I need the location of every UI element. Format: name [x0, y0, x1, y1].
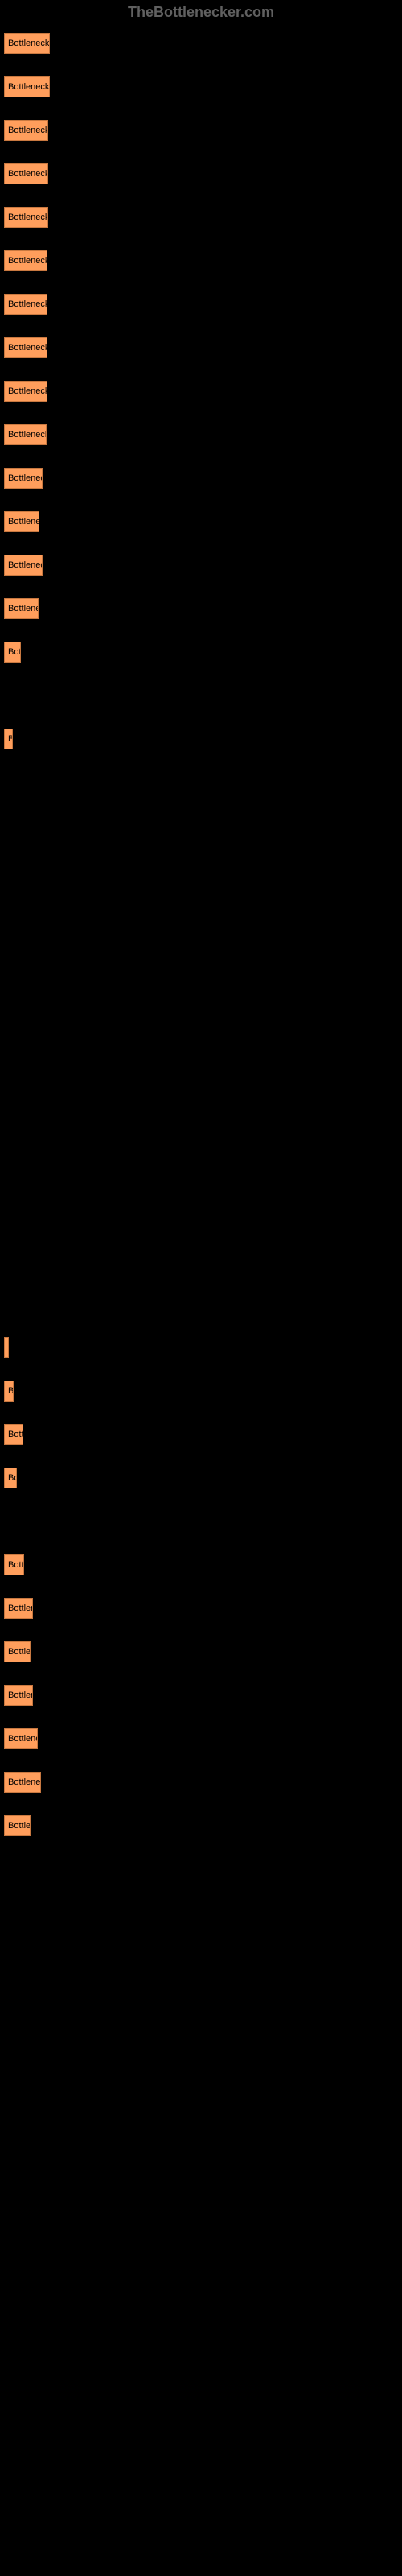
bar-row: Bottleneck — [4, 207, 402, 228]
bar-row: Bottleneck — [4, 250, 402, 271]
bar-row — [4, 815, 402, 836]
bar-row — [4, 685, 402, 706]
bar-row: Bottleneck — [4, 294, 402, 315]
bar: Bottle — [4, 1641, 31, 1662]
bar-row: B — [4, 729, 402, 749]
bar-label: Bo — [8, 1473, 17, 1483]
bar-row: Bottleneck — [4, 424, 402, 445]
bar-row — [4, 1120, 402, 1141]
bar: Bottlene — [4, 598, 39, 619]
bar: B — [4, 729, 13, 749]
bar-label: Bottlen — [8, 1690, 33, 1700]
bar-label: Bottlen — [8, 1604, 33, 1613]
bar-row: Bottlene — [4, 1772, 402, 1793]
bar: Bottlenec — [4, 468, 43, 489]
bar: Bottleneck — [4, 337, 47, 358]
bar-label: Bottleneck — [8, 213, 48, 222]
bar: Bottlene — [4, 1728, 38, 1749]
bar-label: Bottle — [8, 1647, 31, 1657]
bar: B — [4, 1381, 14, 1402]
bar: Bot — [4, 642, 21, 663]
bar-label: Bottlenec — [8, 473, 43, 483]
bar-row: Bott — [4, 1424, 402, 1445]
bar: Bottleneck — [4, 120, 48, 141]
bar — [4, 1337, 9, 1358]
bar-row: Bottleneck n — [4, 76, 402, 97]
bar-chart: Bottleneck n Bottleneck n Bottleneck Bottle… — [0, 33, 402, 1836]
bar: Bottlen — [4, 1598, 33, 1619]
bar: Bottleneck — [4, 163, 48, 184]
bar: Bottleneck — [4, 250, 47, 271]
bar-label: Bottlenec — [8, 560, 43, 570]
bar: Bott — [4, 1554, 24, 1575]
bar-row: Bottleneck — [4, 120, 402, 141]
bar: Bottleneck n — [4, 76, 50, 97]
bar-row — [4, 1337, 402, 1358]
bar-row — [4, 1076, 402, 1097]
bar-label: Bottleneck n — [8, 39, 50, 48]
bar: Bottleneck n — [4, 33, 50, 54]
bar-row: Bottlenec — [4, 468, 402, 489]
bar-label: Bottlene — [8, 1777, 40, 1787]
bar-label: Bottle — [8, 1821, 31, 1831]
bar-row: Bottleneck — [4, 337, 402, 358]
watermark-text: TheBottlenecker.com — [0, 0, 402, 33]
bar-row — [4, 772, 402, 793]
bar-row: Bottle — [4, 1815, 402, 1836]
bar-label: Bottleneck — [8, 256, 47, 266]
bar-label: B — [8, 1386, 14, 1396]
bar-label: B — [8, 734, 13, 744]
bar-row: Bottle — [4, 1641, 402, 1662]
bar-label: Bottlene — [8, 1734, 38, 1744]
bar-row: Bottlene — [4, 1728, 402, 1749]
bar-label: Bot — [8, 647, 21, 657]
bar-row — [4, 1163, 402, 1184]
bar-row — [4, 1250, 402, 1271]
bar-row: Bottlene — [4, 511, 402, 532]
bar-row: Bot — [4, 642, 402, 663]
bar-row: Bottlene — [4, 598, 402, 619]
bar-label: Bottlene — [8, 604, 39, 613]
bar-row: Bottleneck n — [4, 33, 402, 54]
bar: Bottleneck — [4, 424, 47, 445]
bar-label: Bottleneck n — [8, 82, 50, 92]
bar: Bottleneck — [4, 294, 47, 315]
bar-row — [4, 946, 402, 967]
bar-label: Bottleneck — [8, 299, 47, 309]
bar: Bottlen — [4, 1685, 33, 1706]
bar: Bottleneck — [4, 207, 48, 228]
bar-label: Bottleneck — [8, 126, 48, 135]
bar-row: Bott — [4, 1554, 402, 1575]
bar: Bottlene — [4, 1772, 41, 1793]
bar-label: Bottleneck — [8, 169, 48, 179]
bar-row — [4, 1207, 402, 1228]
bar-label: Bottlene — [8, 517, 39, 526]
bar: Bo — [4, 1468, 17, 1488]
bar-row: Bottlen — [4, 1598, 402, 1619]
bar-row: B — [4, 1381, 402, 1402]
bar: Bott — [4, 1424, 23, 1445]
bar-row: Bottlen — [4, 1685, 402, 1706]
bar-row: Bottlenec — [4, 555, 402, 576]
bar-row — [4, 1511, 402, 1532]
bar: Bottleneck — [4, 381, 47, 402]
bar-row — [4, 902, 402, 923]
bar-row: Bo — [4, 1468, 402, 1488]
bar: Bottlenec — [4, 555, 43, 576]
bar: Bottlene — [4, 511, 39, 532]
bar-label: Bottleneck — [8, 343, 47, 353]
bar-row — [4, 1033, 402, 1054]
bar-label: Bott — [8, 1560, 24, 1570]
bar: Bottle — [4, 1815, 31, 1836]
bar-label: Bottleneck — [8, 386, 47, 396]
bar-row — [4, 989, 402, 1010]
bar-row — [4, 859, 402, 880]
bar-row — [4, 1294, 402, 1315]
bar-label: Bottleneck — [8, 430, 47, 440]
bar-label: Bott — [8, 1430, 23, 1439]
bar-row: Bottleneck — [4, 163, 402, 184]
bar-row: Bottleneck — [4, 381, 402, 402]
